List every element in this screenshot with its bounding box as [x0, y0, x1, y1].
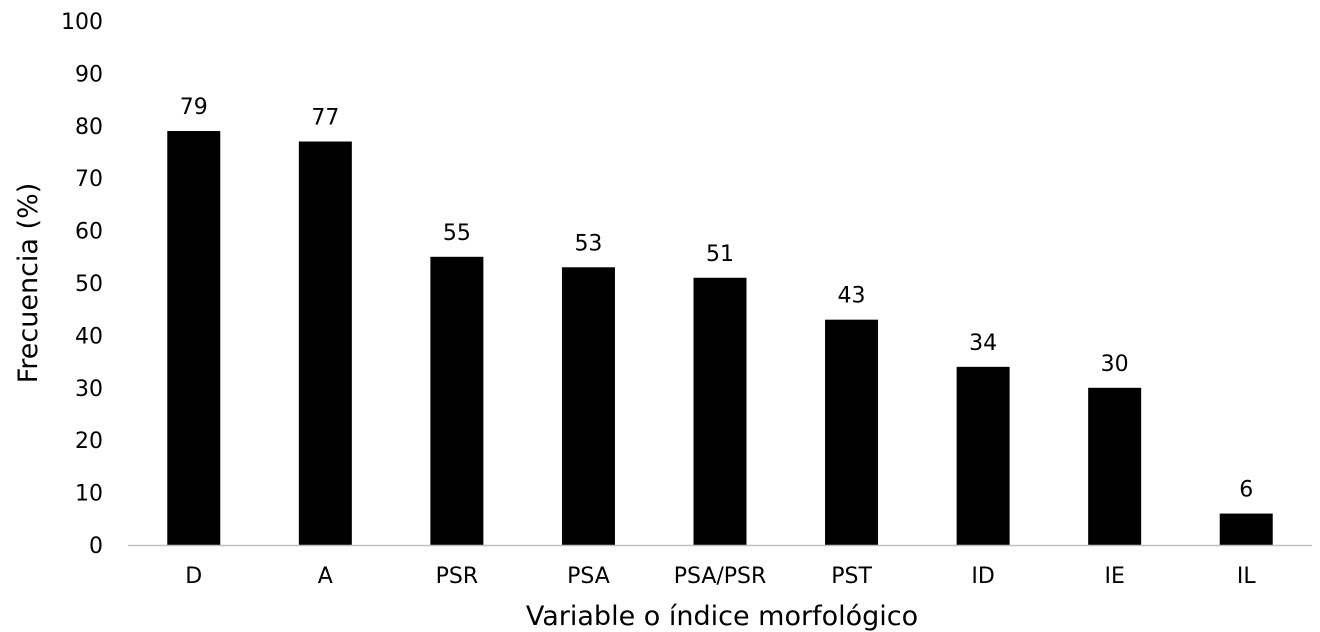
x-tick-label: ID [971, 564, 994, 589]
y-tick-label: 0 [89, 534, 103, 559]
data-label: 79 [180, 95, 208, 120]
data-label: 55 [443, 221, 471, 246]
x-tick-label: PST [831, 564, 872, 589]
bar [825, 319, 879, 545]
data-label: 30 [1101, 352, 1129, 377]
bar [956, 366, 1010, 545]
data-label: 34 [969, 331, 997, 356]
bar [693, 277, 747, 545]
y-tick-label: 50 [75, 272, 103, 297]
x-tick-label: PSA [567, 564, 610, 589]
bar [561, 267, 615, 545]
data-label: 53 [574, 231, 602, 256]
x-tick-label: IL [1237, 564, 1256, 589]
y-tick-label: 20 [75, 429, 103, 454]
bar [298, 141, 352, 545]
x-axis: D A PSR PSA PSA/PSR PST ID IE IL [128, 544, 1312, 589]
data-label: 77 [311, 106, 339, 131]
y-tick-label: 40 [75, 324, 103, 349]
y-tick-label: 100 [61, 10, 103, 35]
y-axis: 0 10 20 30 40 50 60 70 80 90 100 [61, 10, 103, 559]
bars: 79 77 55 53 51 43 34 30 6 [167, 95, 1273, 546]
y-tick-label: 80 [75, 115, 103, 140]
bar [1088, 387, 1142, 545]
x-axis-title: Variable o índice morfológico [526, 601, 918, 632]
y-tick-label: 60 [75, 220, 103, 245]
bar [167, 131, 221, 546]
x-tick-label: PSR [436, 564, 479, 589]
y-axis-title: Frecuencia (%) [13, 183, 44, 384]
y-tick-label: 90 [75, 62, 103, 87]
data-label: 51 [706, 242, 734, 267]
y-tick-label: 30 [75, 377, 103, 402]
y-tick-label: 10 [75, 482, 103, 507]
x-tick-label: D [185, 564, 202, 589]
x-tick-label: A [318, 564, 333, 589]
bar [1219, 513, 1273, 545]
data-label: 43 [838, 284, 866, 309]
bar [430, 256, 484, 545]
y-tick-label: 70 [75, 167, 103, 192]
data-label: 6 [1239, 478, 1253, 503]
x-tick-label: IE [1104, 564, 1124, 589]
x-tick-label: PSA/PSR [674, 564, 767, 589]
